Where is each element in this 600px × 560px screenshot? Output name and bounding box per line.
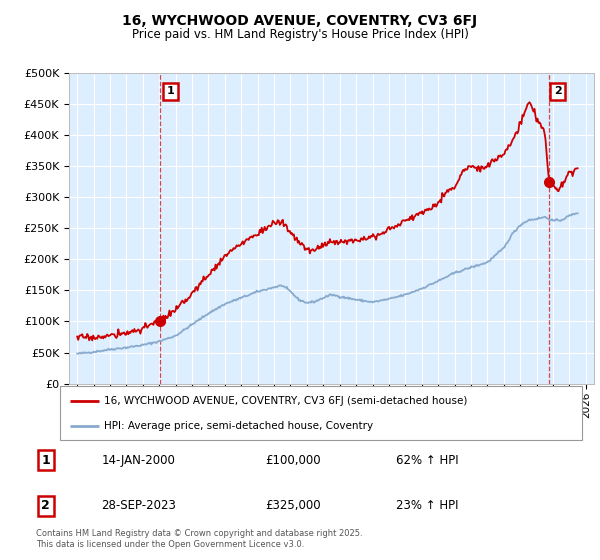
Text: 2: 2 <box>41 499 50 512</box>
FancyBboxPatch shape <box>60 386 582 440</box>
Text: 1: 1 <box>41 454 50 467</box>
Text: 14-JAN-2000: 14-JAN-2000 <box>101 454 175 467</box>
Text: Price paid vs. HM Land Registry's House Price Index (HPI): Price paid vs. HM Land Registry's House … <box>131 28 469 41</box>
Text: 28-SEP-2023: 28-SEP-2023 <box>101 499 176 512</box>
Text: £325,000: £325,000 <box>265 499 321 512</box>
Text: Contains HM Land Registry data © Crown copyright and database right 2025.
This d: Contains HM Land Registry data © Crown c… <box>36 529 362 549</box>
Text: 2: 2 <box>554 86 562 96</box>
Text: 16, WYCHWOOD AVENUE, COVENTRY, CV3 6FJ: 16, WYCHWOOD AVENUE, COVENTRY, CV3 6FJ <box>122 14 478 28</box>
Text: HPI: Average price, semi-detached house, Coventry: HPI: Average price, semi-detached house,… <box>104 421 373 431</box>
Text: 16, WYCHWOOD AVENUE, COVENTRY, CV3 6FJ (semi-detached house): 16, WYCHWOOD AVENUE, COVENTRY, CV3 6FJ (… <box>104 396 468 406</box>
Text: 23% ↑ HPI: 23% ↑ HPI <box>397 499 459 512</box>
Text: 62% ↑ HPI: 62% ↑ HPI <box>397 454 459 467</box>
Text: £100,000: £100,000 <box>265 454 321 467</box>
Text: 1: 1 <box>166 86 174 96</box>
